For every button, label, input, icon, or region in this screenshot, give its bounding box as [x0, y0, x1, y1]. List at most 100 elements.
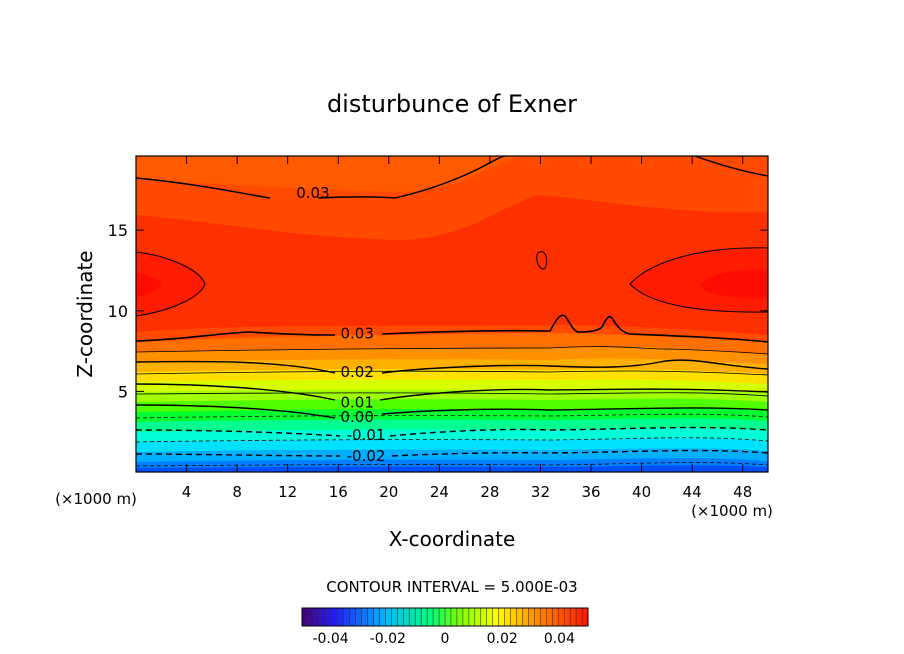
x-tick-label: 28 — [480, 483, 499, 501]
colorbar-segment — [474, 608, 482, 626]
colorbar-segment — [582, 608, 589, 626]
colorbar-segment — [349, 608, 357, 626]
chart-title: disturbunce of Exner — [327, 90, 577, 118]
contour-small-loop — [536, 251, 548, 270]
colorbar-segment — [302, 608, 309, 626]
contour-label: 0.01 — [340, 394, 373, 412]
colorbar-segment — [498, 608, 505, 626]
contour-label: -0.01 — [347, 426, 386, 444]
x-unit-label-right: (×1000 m) — [691, 502, 773, 520]
colorbar-segment — [361, 608, 368, 626]
colorbar-segment — [528, 608, 535, 626]
contour-002 — [136, 359, 768, 374]
colorbar-segment — [421, 608, 428, 626]
colorbar-segment — [307, 608, 315, 626]
y-tick-label: 5 — [118, 382, 128, 401]
colorbar-tick-label: 0.04 — [544, 631, 575, 647]
contour-lines — [136, 156, 768, 467]
x-tick-label: 16 — [329, 483, 348, 501]
colorbar-segment — [331, 608, 339, 626]
contour-label: 0.03 — [296, 184, 329, 202]
colorbar-frame — [301, 607, 589, 627]
contour-0025 — [136, 346, 768, 355]
y-tick-label: 10 — [108, 302, 128, 321]
x-tick-label: 44 — [683, 483, 702, 501]
contour-island-right — [629, 247, 768, 313]
x-tick-label: 24 — [430, 483, 449, 501]
y-axis-title: Z-coordinate — [73, 250, 97, 377]
colorbar-segment — [462, 608, 470, 626]
colorbar-segment — [319, 608, 327, 626]
colorbar-segment — [409, 608, 416, 626]
x-tick-label: 4 — [182, 483, 192, 501]
colorbar-tick-label: 0.02 — [487, 631, 518, 647]
contour-mid-003 — [136, 314, 768, 343]
colorbar-segment — [439, 608, 446, 626]
colorbar-segment — [379, 608, 386, 626]
contour-interval-label: CONTOUR INTERVAL = 5.000E-03 — [326, 578, 577, 596]
contour-000 — [136, 404, 768, 419]
colorbar-segment — [540, 608, 547, 626]
contour-upper-003 — [136, 156, 768, 199]
colorbar-segment — [558, 608, 565, 626]
colorbar-segment — [337, 608, 345, 626]
colorbar-tick-label: 0 — [441, 631, 450, 647]
y-tick-label: 15 — [108, 221, 128, 240]
colorbar-segment — [504, 608, 511, 626]
x-axis: 4 8 12 16 20 24 28 32 36 40 44 48 — [182, 156, 752, 501]
x-tick-label: 12 — [278, 483, 297, 501]
colorbar-tick-label: -0.04 — [312, 631, 348, 647]
contour-m001 — [136, 426, 768, 437]
colorbar-segment — [403, 608, 410, 626]
contour-island-left — [136, 251, 206, 317]
colorbar-segment — [564, 608, 571, 626]
colorbar-segment — [385, 608, 392, 626]
colorbar-segment — [355, 608, 362, 626]
x-tick-label: 32 — [531, 483, 550, 501]
colorbar-segment — [313, 608, 321, 626]
colorbar-segment — [450, 608, 458, 626]
colorbar-segment — [415, 608, 422, 626]
colorbar-segment — [427, 608, 434, 626]
colorbar-segment — [492, 608, 500, 626]
colorbar-segment — [516, 608, 523, 626]
contour-m0005 — [136, 413, 768, 419]
colorbar-segment — [367, 608, 374, 626]
band-m0.035 — [136, 465, 768, 472]
x-tick-label: 48 — [733, 483, 752, 501]
colorbar-segment — [397, 608, 404, 626]
y-axis: 5 10 15 — [108, 221, 768, 401]
colorbar-segment — [343, 608, 351, 626]
colorbar-segment — [373, 608, 380, 626]
contour-m002 — [136, 449, 768, 457]
x-unit-label-left: (×1000 m) — [55, 490, 137, 508]
x-axis-title: X-coordinate — [389, 527, 516, 551]
colorbar-segment — [486, 608, 494, 626]
contour-label: 0.02 — [340, 363, 373, 381]
contour-label: 0.03 — [340, 324, 373, 342]
colorbar-segment — [445, 608, 452, 626]
colorbar-segment — [510, 608, 517, 626]
colorbar-segment — [570, 608, 577, 626]
contour-fill — [136, 156, 768, 472]
contour-label-layer: 0.03 0.03 0.02 0.010.00-0.01 -0.02 — [296, 184, 385, 465]
band-0.05-right — [700, 269, 768, 299]
colorbar-segment — [546, 608, 553, 626]
x-tick-label: 8 — [232, 483, 242, 501]
colorbar-segment — [468, 608, 476, 626]
contour-label: 0.00 — [340, 408, 373, 426]
colorbar-segment — [522, 608, 529, 626]
colorbar-segment — [552, 608, 559, 626]
x-tick-label: 20 — [379, 483, 398, 501]
colorbar-segment — [576, 608, 583, 626]
x-tick-label: 36 — [581, 483, 600, 501]
contour-0005 — [136, 392, 768, 397]
contour-001 — [136, 383, 768, 401]
colorbar-segment — [480, 608, 488, 626]
contour-label: -0.02 — [347, 447, 386, 465]
colorbar-segment — [433, 608, 440, 626]
plot-frame — [135, 155, 769, 473]
band-0.04 — [136, 195, 768, 335]
colorbar-segment — [325, 608, 333, 626]
